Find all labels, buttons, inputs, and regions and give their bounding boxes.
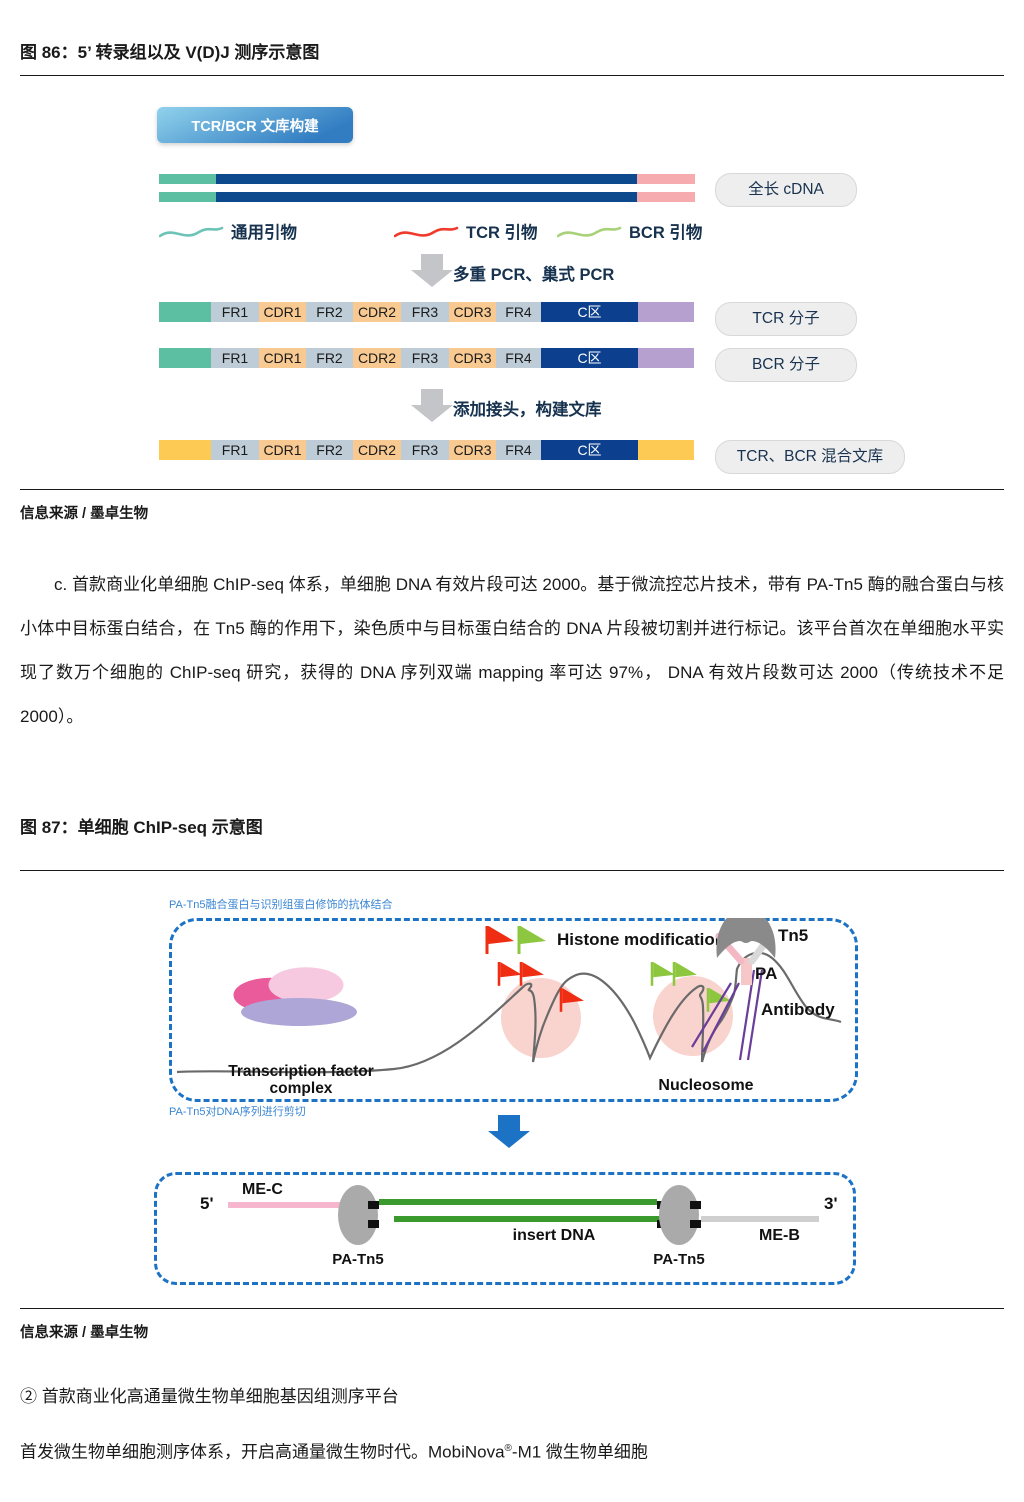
svg-text:PA: PA [755, 964, 777, 983]
svg-text:insert DNA: insert DNA [513, 1227, 596, 1244]
svg-text:Histone modification: Histone modification [557, 930, 725, 949]
svg-text:Tn5: Tn5 [778, 926, 808, 945]
svg-text:Transcription factor: Transcription factor [228, 1063, 374, 1080]
svg-text:ME-C: ME-C [242, 1181, 283, 1198]
svg-text:Antibody: Antibody [761, 1000, 835, 1019]
svg-text:ME-B: ME-B [759, 1227, 800, 1244]
svg-text:PA-Tn5: PA-Tn5 [653, 1251, 704, 1268]
svg-text:complex: complex [270, 1080, 333, 1096]
svg-text:3': 3' [824, 1194, 838, 1213]
svg-text:TCR/BCR 文库构建: TCR/BCR 文库构建 [191, 117, 319, 135]
svg-text:5': 5' [200, 1194, 214, 1213]
svg-text:Nucleosome: Nucleosome [658, 1077, 753, 1094]
svg-text:PA-Tn5: PA-Tn5 [332, 1251, 383, 1268]
